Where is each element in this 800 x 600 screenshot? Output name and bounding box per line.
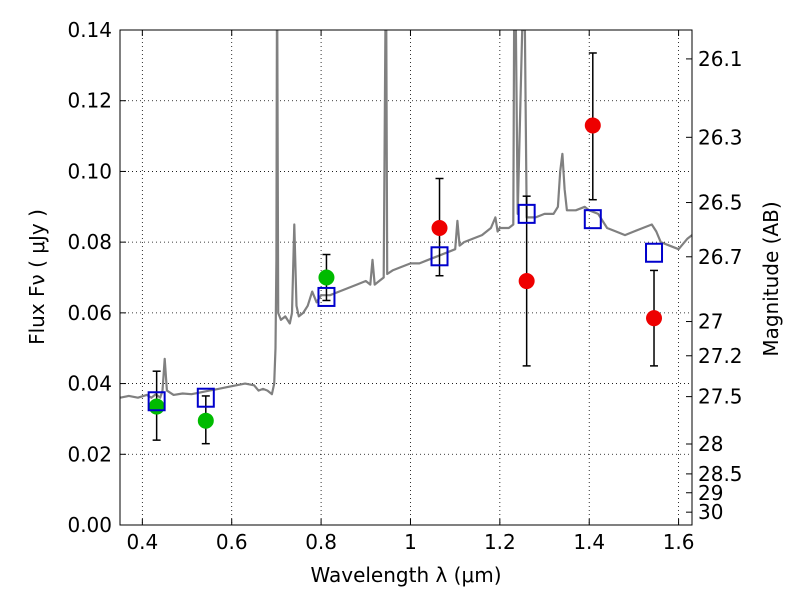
model-square [583,209,602,230]
y-axis-label: Flux Fν ( μJy ) [25,209,49,345]
y-tick-label: 0.10 [67,159,112,183]
grid [120,30,692,525]
model-spectrum [120,30,692,399]
data-point [148,398,165,415]
data-point [584,117,601,134]
plot-frame [119,29,693,526]
y2-tick-label: 26.3 [698,125,743,149]
y2-tick-label: 30 [698,500,723,524]
data-point [431,220,448,236]
x-tick-label: 1.6 [663,530,695,554]
spectrum-line [120,30,692,399]
y2-tick-label: 26.5 [698,191,743,215]
markers [147,117,664,429]
y2-tick-label: 26.7 [698,245,743,269]
y-axis: 0.00 0.02 0.04 0.06 0.08 0.10 0.12 0.14 [67,18,126,537]
y2-axis-label: Magnitude (AB) [759,201,783,356]
data-point [318,269,335,286]
y-tick-label: 0.00 [67,513,112,537]
plot-area [120,30,692,525]
y2-tick-label: 29 [698,481,723,505]
model-square [645,242,664,263]
y2-tick-label: 28.5 [698,462,743,486]
x-axis-label: Wavelength λ (μm) [310,563,501,587]
x-tick-label: 0.8 [305,530,337,554]
y2-tick-label: 28 [698,432,723,456]
x-tick-label: 1.2 [484,530,516,554]
y-tick-label: 0.04 [67,372,112,396]
x-tick-label: 1 [404,530,417,554]
x-tick-label: 1.4 [573,530,605,554]
x-tick-label: 0.4 [126,530,158,554]
y2-tick-label: 26.1 [698,47,743,71]
model-square [517,203,536,224]
y2-tick-label: 27 [698,310,723,334]
y-tick-label: 0.08 [67,230,112,254]
x-axis: 0.4 0.6 0.8 1 1.2 1.4 1.6 [126,30,695,554]
y-tick-label: 0.14 [67,18,112,42]
model-square [430,246,449,267]
y-tick-label: 0.12 [67,89,112,113]
y2-tick-label: 27.5 [698,385,743,409]
model-square [317,286,336,307]
data-point [518,273,535,290]
data-point [646,310,663,327]
model-square [196,387,215,408]
y2-tick-label: 27.2 [698,344,743,368]
model-square [147,391,166,412]
y-tick-label: 0.06 [67,301,112,325]
y-tick-label: 0.02 [67,442,112,466]
error-bars [152,52,659,445]
data-point [197,412,214,429]
x-tick-label: 0.6 [216,530,248,554]
